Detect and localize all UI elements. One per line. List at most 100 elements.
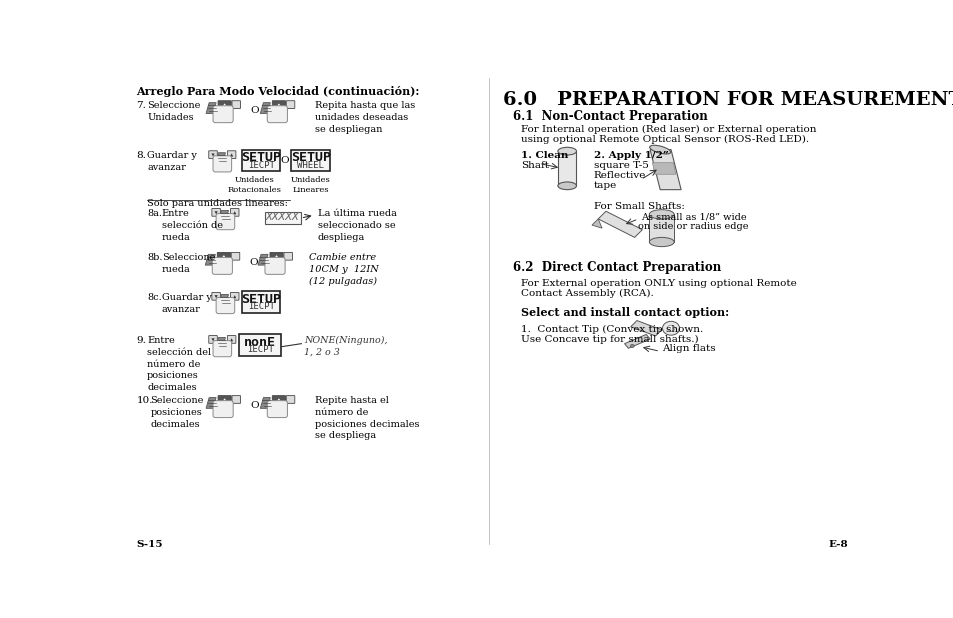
FancyBboxPatch shape (241, 150, 280, 171)
FancyBboxPatch shape (213, 156, 232, 172)
FancyBboxPatch shape (231, 292, 239, 300)
Polygon shape (206, 103, 216, 114)
Text: 10.: 10. (136, 396, 152, 405)
FancyBboxPatch shape (209, 336, 217, 343)
Text: Guardar y
avanzar: Guardar y avanzar (147, 151, 197, 172)
FancyBboxPatch shape (239, 334, 281, 356)
Text: SETUP: SETUP (241, 293, 281, 306)
Polygon shape (221, 255, 226, 258)
FancyBboxPatch shape (267, 106, 287, 122)
Text: XXXXX: XXXXX (266, 211, 299, 222)
Text: Use Concave tip for small shafts.): Use Concave tip for small shafts.) (520, 334, 698, 344)
Text: E-8: E-8 (827, 540, 847, 549)
Text: For Small Shafts:: For Small Shafts: (593, 202, 683, 211)
FancyBboxPatch shape (270, 252, 283, 260)
Text: 8b.: 8b. (147, 253, 162, 262)
FancyBboxPatch shape (286, 396, 294, 404)
Polygon shape (230, 153, 233, 156)
Text: WHEEL: WHEEL (297, 161, 324, 170)
FancyBboxPatch shape (272, 101, 285, 108)
Polygon shape (230, 338, 233, 341)
Polygon shape (212, 338, 214, 341)
Ellipse shape (649, 210, 674, 219)
Text: Guardar y
avanzar: Guardar y avanzar (162, 293, 212, 314)
FancyBboxPatch shape (217, 252, 231, 260)
Text: NONE(Ninguno),
1, 2 o 3: NONE(Ninguno), 1, 2 o 3 (303, 336, 387, 357)
Text: 8.: 8. (136, 151, 146, 160)
Polygon shape (630, 321, 661, 336)
Polygon shape (260, 103, 270, 114)
Text: IECPT: IECPT (248, 161, 274, 170)
Polygon shape (624, 334, 649, 349)
Text: Unidades
Rotacionales: Unidades Rotacionales (227, 176, 281, 193)
Text: Seleccione
posiciones
decimales: Seleccione posiciones decimales (150, 396, 203, 429)
FancyBboxPatch shape (232, 396, 240, 404)
Text: O: O (251, 106, 259, 115)
Text: 1.  Contact Tip (Convex tip shown.: 1. Contact Tip (Convex tip shown. (520, 325, 702, 334)
FancyBboxPatch shape (218, 101, 231, 108)
Text: SETUP: SETUP (291, 151, 331, 164)
Polygon shape (212, 153, 214, 156)
Polygon shape (257, 255, 268, 265)
Text: Align flats: Align flats (661, 344, 715, 353)
Text: La última rueda
seleccionado se
despliega: La última rueda seleccionado se desplieg… (317, 209, 396, 242)
FancyBboxPatch shape (265, 258, 285, 274)
Text: SETUP: SETUP (241, 151, 281, 164)
Text: nonE: nonE (244, 336, 276, 349)
Text: using optional Remote Optical Sensor (ROS-Red LED).: using optional Remote Optical Sensor (RO… (520, 135, 808, 144)
FancyBboxPatch shape (231, 252, 239, 260)
Text: Select and install contact option:: Select and install contact option: (520, 308, 728, 318)
Ellipse shape (649, 145, 670, 154)
Text: 1. Clean: 1. Clean (520, 151, 567, 160)
Text: For Internal operation (Red laser) or External operation: For Internal operation (Red laser) or Ex… (520, 125, 816, 134)
FancyBboxPatch shape (291, 150, 330, 171)
Polygon shape (649, 214, 674, 242)
Polygon shape (592, 219, 601, 228)
Text: IECPT: IECPT (248, 302, 274, 311)
FancyBboxPatch shape (216, 214, 234, 230)
Text: Repite hasta el
número de
posiciones decimales
se despliega: Repite hasta el número de posiciones dec… (314, 396, 418, 441)
Polygon shape (215, 337, 225, 349)
Polygon shape (218, 211, 229, 221)
Text: 6.2  Direct Contact Preparation: 6.2 Direct Contact Preparation (513, 261, 720, 274)
Polygon shape (276, 103, 281, 106)
Text: on side or radius edge: on side or radius edge (638, 222, 748, 231)
Polygon shape (233, 295, 236, 298)
Text: Repita hasta que las
unidades deseadas
se despliegan: Repita hasta que las unidades deseadas s… (314, 101, 415, 133)
Polygon shape (274, 255, 278, 258)
Ellipse shape (558, 182, 576, 190)
Polygon shape (206, 397, 216, 408)
Text: Contact Assembly (RCA).: Contact Assembly (RCA). (520, 289, 653, 298)
Polygon shape (598, 211, 641, 237)
Text: Entre
selección del
número de
posiciones
decimales: Entre selección del número de posiciones… (147, 336, 211, 392)
Text: Seleccione
Unidades: Seleccione Unidades (147, 101, 200, 122)
FancyBboxPatch shape (213, 341, 232, 357)
Polygon shape (205, 255, 215, 265)
FancyBboxPatch shape (209, 151, 217, 158)
Text: 2. Apply 1/2”: 2. Apply 1/2” (593, 151, 668, 160)
Polygon shape (260, 397, 270, 408)
Polygon shape (214, 211, 217, 214)
FancyBboxPatch shape (213, 400, 233, 418)
Text: O: O (280, 156, 289, 165)
Text: For External operation ONLY using optional Remote: For External operation ONLY using option… (520, 279, 796, 288)
Text: Cambie entre
10CM y  12IN
(12 pulgadas): Cambie entre 10CM y 12IN (12 pulgadas) (309, 253, 378, 286)
Text: 9.: 9. (136, 336, 146, 345)
Ellipse shape (558, 147, 576, 155)
Ellipse shape (649, 237, 674, 247)
Text: square T-5: square T-5 (593, 161, 648, 170)
FancyBboxPatch shape (231, 208, 239, 216)
FancyBboxPatch shape (212, 292, 220, 300)
FancyBboxPatch shape (284, 252, 293, 260)
Polygon shape (222, 399, 227, 402)
FancyBboxPatch shape (227, 151, 235, 158)
Ellipse shape (630, 344, 634, 347)
Text: Arreglo Para Modo Velocidad (continuación):: Arreglo Para Modo Velocidad (continuació… (136, 87, 419, 98)
Text: IECPT: IECPT (247, 345, 274, 355)
Text: Solo para unidades lineares:: Solo para unidades lineares: (147, 199, 288, 208)
FancyBboxPatch shape (265, 212, 300, 224)
FancyBboxPatch shape (218, 396, 231, 404)
Polygon shape (218, 294, 229, 305)
Ellipse shape (661, 321, 679, 335)
Ellipse shape (666, 325, 674, 331)
